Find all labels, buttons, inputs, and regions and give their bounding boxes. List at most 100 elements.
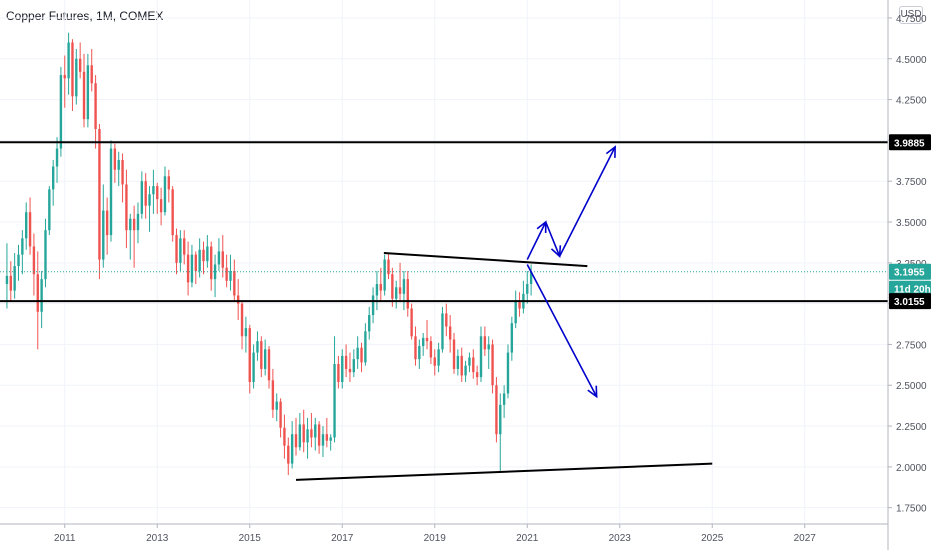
arrow-segment: [545, 221, 561, 257]
candle: [352, 349, 356, 378]
candle-body: [32, 246, 36, 275]
candle-body: [429, 341, 433, 358]
candle-body: [287, 445, 290, 464]
countdown-label-text: 11d 20h: [894, 285, 931, 296]
candle-body: [9, 275, 12, 291]
candle-body: [132, 218, 136, 231]
candle: [310, 412, 313, 448]
time-tick-label: 2019: [424, 533, 447, 544]
candle-body: [109, 148, 113, 236]
candle-body: [499, 404, 502, 435]
candle: [302, 409, 305, 453]
candle: [506, 344, 510, 399]
candle-body: [418, 346, 421, 360]
candle-body: [252, 352, 255, 382]
countdown-label-bg: [889, 280, 931, 297]
candle: [460, 347, 463, 382]
candle-body: [28, 212, 32, 247]
candle: [109, 140, 113, 242]
candle: [28, 197, 32, 255]
candle: [5, 243, 9, 309]
candle-body: [59, 75, 63, 149]
candle-body: [55, 148, 59, 167]
currency-button[interactable]: USD: [899, 6, 923, 24]
candle-body: [233, 270, 236, 296]
time-tick-label: 2027: [794, 533, 817, 544]
candle-body: [183, 238, 186, 255]
candle: [410, 303, 413, 340]
candle: [290, 421, 294, 469]
horizontal-levels[interactable]: [0, 141, 888, 303]
candle: [159, 187, 163, 226]
candle-body: [163, 176, 167, 213]
candle-body: [298, 424, 302, 448]
candle: [217, 238, 221, 271]
candle: [395, 280, 398, 309]
candle: [240, 300, 244, 350]
candle-body: [13, 266, 16, 291]
candle: [344, 344, 348, 378]
candle: [225, 254, 228, 288]
candle-body: [368, 315, 371, 332]
candle: [140, 171, 144, 219]
candle-body: [21, 238, 24, 255]
candle-body: [341, 355, 344, 382]
candle-body: [167, 176, 171, 190]
candle-body: [310, 429, 313, 438]
time-axis[interactable]: 2011 2013 2015 2017 2019 2021 2023 2025 2027: [54, 524, 816, 544]
candle-body: [472, 357, 475, 373]
candle: [163, 166, 167, 216]
candle-body: [460, 355, 463, 376]
candle: [260, 336, 263, 378]
price-tick-label: 3.7500: [896, 177, 927, 188]
candle-body: [190, 254, 194, 283]
price-tick-label: 3.5000: [896, 218, 927, 229]
projection-arrows[interactable]: [526, 145, 616, 399]
trendline: [295, 462, 713, 481]
candle-body: [526, 284, 529, 294]
level-low-label-text: 3.0155: [894, 297, 925, 308]
candle: [491, 339, 494, 394]
candle: [94, 75, 97, 149]
candle: [456, 349, 460, 376]
candle: [379, 267, 382, 301]
candle: [437, 342, 440, 373]
candle-body: [487, 344, 490, 350]
candle-body: [105, 210, 109, 236]
candle: [175, 228, 178, 275]
candle-body: [217, 251, 221, 265]
candle: [198, 238, 201, 278]
candle: [102, 184, 105, 268]
candle: [298, 412, 302, 451]
countdown-label: 11d 20h: [889, 280, 931, 297]
candle-body: [283, 427, 286, 446]
candle: [90, 48, 93, 92]
candle-body: [514, 300, 517, 324]
candle-body: [51, 166, 55, 190]
candle-body: [325, 434, 329, 441]
candle: [445, 303, 448, 337]
candle-body: [159, 199, 163, 213]
candle: [398, 262, 402, 301]
candle-body: [441, 313, 444, 350]
trendlines[interactable]: [295, 252, 713, 481]
candle-body: [371, 295, 375, 316]
candle-body: [383, 259, 386, 291]
arrow-head: [536, 220, 547, 234]
candle-body: [140, 181, 144, 214]
level-low-label-bg: [889, 293, 931, 310]
arrow-head: [605, 145, 616, 158]
candle: [121, 153, 124, 203]
candle: [275, 393, 278, 422]
candle: [448, 315, 452, 353]
candle: [125, 169, 128, 249]
candle-body: [248, 328, 251, 382]
candle-body: [395, 287, 398, 299]
candle: [368, 306, 371, 340]
candle-body: [98, 128, 101, 260]
candle-body: [379, 284, 382, 291]
candle-body: [194, 254, 197, 271]
candle-body: [302, 424, 305, 443]
candle-body: [387, 259, 390, 275]
